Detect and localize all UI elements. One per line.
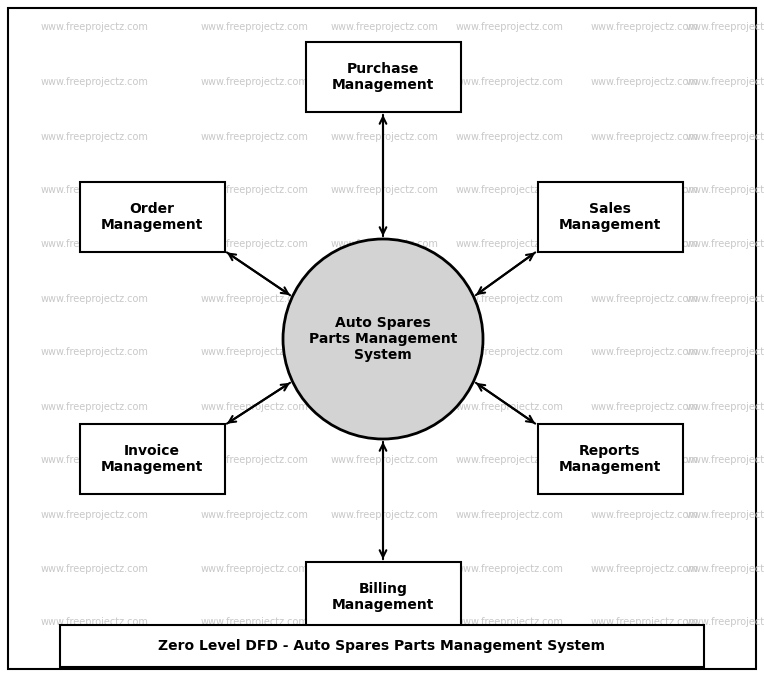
Text: www.freeprojectz.com: www.freeprojectz.com xyxy=(686,185,764,195)
Text: www.freeprojectz.com: www.freeprojectz.com xyxy=(591,185,699,195)
Text: www.freeprojectz.com: www.freeprojectz.com xyxy=(201,347,309,357)
Text: www.freeprojectz.com: www.freeprojectz.com xyxy=(456,239,564,249)
Text: www.freeprojectz.com: www.freeprojectz.com xyxy=(331,239,439,249)
Text: Billing
Management: Billing Management xyxy=(332,582,434,612)
Text: www.freeprojectz.com: www.freeprojectz.com xyxy=(201,564,309,574)
Text: www.freeprojectz.com: www.freeprojectz.com xyxy=(41,132,149,142)
Bar xyxy=(306,42,461,112)
Text: www.freeprojectz.com: www.freeprojectz.com xyxy=(201,77,309,87)
Text: www.freeprojectz.com: www.freeprojectz.com xyxy=(331,294,439,304)
Text: www.freeprojectz.com: www.freeprojectz.com xyxy=(686,77,764,87)
Text: www.freeprojectz.com: www.freeprojectz.com xyxy=(201,510,309,520)
Text: www.freeprojectz.com: www.freeprojectz.com xyxy=(686,347,764,357)
Text: www.freeprojectz.com: www.freeprojectz.com xyxy=(591,510,699,520)
Text: www.freeprojectz.com: www.freeprojectz.com xyxy=(591,564,699,574)
Text: www.freeprojectz.com: www.freeprojectz.com xyxy=(331,347,439,357)
Text: www.freeprojectz.com: www.freeprojectz.com xyxy=(591,402,699,412)
Text: Order
Management: Order Management xyxy=(101,202,203,232)
Text: www.freeprojectz.com: www.freeprojectz.com xyxy=(331,22,439,32)
Text: www.freeprojectz.com: www.freeprojectz.com xyxy=(686,294,764,304)
Text: www.freeprojectz.com: www.freeprojectz.com xyxy=(41,455,149,465)
Text: www.freeprojectz.com: www.freeprojectz.com xyxy=(591,294,699,304)
Text: www.freeprojectz.com: www.freeprojectz.com xyxy=(41,564,149,574)
Text: www.freeprojectz.com: www.freeprojectz.com xyxy=(331,77,439,87)
Text: www.freeprojectz.com: www.freeprojectz.com xyxy=(591,22,699,32)
Text: www.freeprojectz.com: www.freeprojectz.com xyxy=(41,22,149,32)
Text: www.freeprojectz.com: www.freeprojectz.com xyxy=(456,455,564,465)
Text: www.freeprojectz.com: www.freeprojectz.com xyxy=(591,617,699,627)
Text: www.freeprojectz.com: www.freeprojectz.com xyxy=(686,455,764,465)
Text: www.freeprojectz.com: www.freeprojectz.com xyxy=(201,185,309,195)
Text: www.freeprojectz.com: www.freeprojectz.com xyxy=(456,22,564,32)
Text: www.freeprojectz.com: www.freeprojectz.com xyxy=(686,22,764,32)
Text: www.freeprojectz.com: www.freeprojectz.com xyxy=(686,239,764,249)
Text: Sales
Management: Sales Management xyxy=(558,202,661,232)
Text: www.freeprojectz.com: www.freeprojectz.com xyxy=(686,132,764,142)
Text: www.freeprojectz.com: www.freeprojectz.com xyxy=(41,402,149,412)
Bar xyxy=(60,625,704,667)
Text: www.freeprojectz.com: www.freeprojectz.com xyxy=(331,132,439,142)
Text: Invoice
Management: Invoice Management xyxy=(101,444,203,474)
Text: www.freeprojectz.com: www.freeprojectz.com xyxy=(686,510,764,520)
Text: www.freeprojectz.com: www.freeprojectz.com xyxy=(201,22,309,32)
Text: www.freeprojectz.com: www.freeprojectz.com xyxy=(456,77,564,87)
Text: www.freeprojectz.com: www.freeprojectz.com xyxy=(331,617,439,627)
Text: www.freeprojectz.com: www.freeprojectz.com xyxy=(456,132,564,142)
Circle shape xyxy=(283,239,483,439)
Text: www.freeprojectz.com: www.freeprojectz.com xyxy=(591,77,699,87)
Text: www.freeprojectz.com: www.freeprojectz.com xyxy=(41,617,149,627)
Text: www.freeprojectz.com: www.freeprojectz.com xyxy=(41,77,149,87)
Text: www.freeprojectz.com: www.freeprojectz.com xyxy=(201,239,309,249)
Text: www.freeprojectz.com: www.freeprojectz.com xyxy=(331,455,439,465)
Bar xyxy=(306,562,461,632)
Text: www.freeprojectz.com: www.freeprojectz.com xyxy=(591,455,699,465)
Text: www.freeprojectz.com: www.freeprojectz.com xyxy=(331,185,439,195)
Text: www.freeprojectz.com: www.freeprojectz.com xyxy=(456,294,564,304)
Text: www.freeprojectz.com: www.freeprojectz.com xyxy=(41,239,149,249)
Text: www.freeprojectz.com: www.freeprojectz.com xyxy=(456,564,564,574)
Text: www.freeprojectz.com: www.freeprojectz.com xyxy=(591,239,699,249)
Text: www.freeprojectz.com: www.freeprojectz.com xyxy=(41,510,149,520)
Text: www.freeprojectz.com: www.freeprojectz.com xyxy=(41,347,149,357)
Text: www.freeprojectz.com: www.freeprojectz.com xyxy=(591,132,699,142)
Bar xyxy=(538,182,682,252)
Text: www.freeprojectz.com: www.freeprojectz.com xyxy=(201,402,309,412)
Text: www.freeprojectz.com: www.freeprojectz.com xyxy=(591,347,699,357)
Text: www.freeprojectz.com: www.freeprojectz.com xyxy=(331,510,439,520)
Text: www.freeprojectz.com: www.freeprojectz.com xyxy=(201,294,309,304)
Text: www.freeprojectz.com: www.freeprojectz.com xyxy=(201,617,309,627)
Text: www.freeprojectz.com: www.freeprojectz.com xyxy=(456,347,564,357)
Text: www.freeprojectz.com: www.freeprojectz.com xyxy=(456,510,564,520)
Bar xyxy=(79,182,225,252)
Text: www.freeprojectz.com: www.freeprojectz.com xyxy=(201,132,309,142)
Text: www.freeprojectz.com: www.freeprojectz.com xyxy=(41,294,149,304)
Text: Auto Spares
Parts Management
System: Auto Spares Parts Management System xyxy=(309,315,457,362)
Bar xyxy=(538,424,682,494)
Text: www.freeprojectz.com: www.freeprojectz.com xyxy=(686,402,764,412)
Text: www.freeprojectz.com: www.freeprojectz.com xyxy=(456,185,564,195)
Text: Zero Level DFD - Auto Spares Parts Management System: Zero Level DFD - Auto Spares Parts Manag… xyxy=(158,639,606,653)
Text: www.freeprojectz.com: www.freeprojectz.com xyxy=(686,564,764,574)
Text: www.freeprojectz.com: www.freeprojectz.com xyxy=(331,402,439,412)
Text: www.freeprojectz.com: www.freeprojectz.com xyxy=(331,564,439,574)
Text: Purchase
Management: Purchase Management xyxy=(332,62,434,92)
Bar xyxy=(79,424,225,494)
Text: www.freeprojectz.com: www.freeprojectz.com xyxy=(201,455,309,465)
Text: www.freeprojectz.com: www.freeprojectz.com xyxy=(686,617,764,627)
Text: www.freeprojectz.com: www.freeprojectz.com xyxy=(41,185,149,195)
Text: www.freeprojectz.com: www.freeprojectz.com xyxy=(456,402,564,412)
Text: www.freeprojectz.com: www.freeprojectz.com xyxy=(456,617,564,627)
Text: Reports
Management: Reports Management xyxy=(558,444,661,474)
